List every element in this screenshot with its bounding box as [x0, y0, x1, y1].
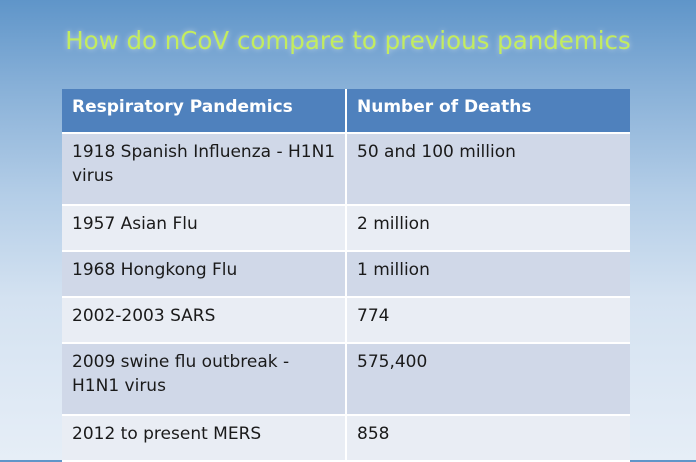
table-row: 1918 Spanish Influenza - H1N1 virus 50 a…	[62, 133, 630, 206]
pandemic-name-cell: 1968 Hongkong Flu	[62, 251, 347, 298]
table-row: 2012 to present MERS 858	[62, 415, 630, 462]
table-header-row: Respiratory Pandemics Number of Deaths	[62, 89, 630, 134]
slide-title: How do nCoV compare to previous pandemic…	[65, 26, 631, 55]
deaths-cell: 575,400	[346, 343, 630, 416]
pandemic-name-cell: 2002-2003 SARS	[62, 297, 347, 344]
deaths-cell: 50 and 100 million	[346, 133, 630, 206]
table-row: 2002-2003 SARS 774	[62, 297, 630, 344]
pandemic-name-cell: 1957 Asian Flu	[62, 205, 347, 252]
pandemic-name-cell: 2012 to present MERS	[62, 415, 347, 462]
table-row: 2009 swine flu outbreak - H1N1 virus 575…	[62, 343, 630, 416]
pandemic-name-cell: 2009 swine flu outbreak - H1N1 virus	[62, 343, 347, 416]
deaths-cell: 1 million	[346, 251, 630, 298]
table-row: 1968 Hongkong Flu 1 million	[62, 251, 630, 298]
header-number-of-deaths: Number of Deaths	[346, 89, 630, 134]
deaths-cell: 774	[346, 297, 630, 344]
table-row: 1957 Asian Flu 2 million	[62, 205, 630, 252]
deaths-cell: 2 million	[346, 205, 630, 252]
pandemic-name-cell: 1918 Spanish Influenza - H1N1 virus	[62, 133, 347, 206]
header-respiratory-pandemics: Respiratory Pandemics	[62, 89, 347, 134]
deaths-cell: 858	[346, 415, 630, 462]
pandemics-table: Respiratory Pandemics Number of Deaths 1…	[62, 89, 630, 462]
